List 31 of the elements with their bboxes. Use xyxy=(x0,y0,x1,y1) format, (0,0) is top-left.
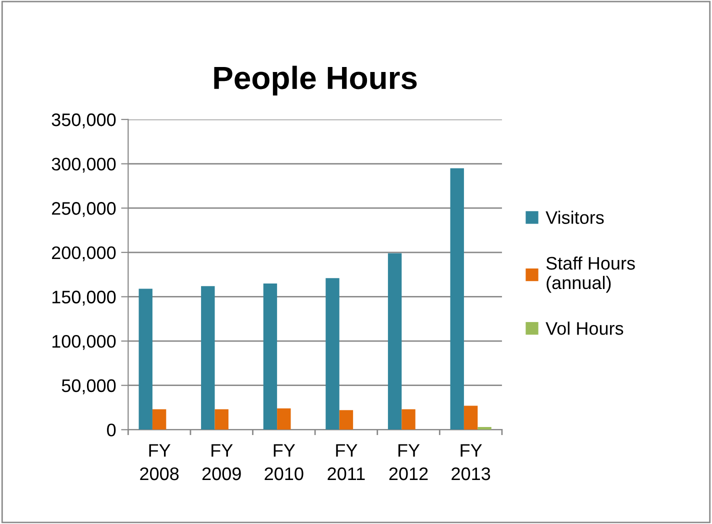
x-tick-label: FY 2009 xyxy=(202,444,241,480)
legend-label: Vol Hours xyxy=(546,322,624,335)
x-tick-label: FY 2010 xyxy=(264,444,304,480)
bar xyxy=(152,409,166,430)
y-tick-label: 150,000 xyxy=(52,290,116,306)
bar xyxy=(277,408,291,430)
x-tick-label: FY 2013 xyxy=(452,444,490,480)
y-tick-label: 100,000 xyxy=(52,334,116,350)
bar xyxy=(339,410,354,430)
bar xyxy=(326,278,340,430)
x-tick-label: FY 2012 xyxy=(389,444,428,480)
y-tick-label: 200,000 xyxy=(52,246,116,262)
bar xyxy=(402,409,416,430)
x-tick-label: FY 2011 xyxy=(328,444,365,480)
bar xyxy=(464,406,478,430)
bar xyxy=(263,283,278,430)
bar xyxy=(201,286,215,430)
legend-label: Visitors xyxy=(546,210,604,224)
y-tick-label: 50,000 xyxy=(62,379,116,394)
y-tick-label: 350,000 xyxy=(52,113,116,128)
bar xyxy=(388,253,402,430)
bar xyxy=(138,288,152,430)
y-tick-label: 300,000 xyxy=(52,158,116,173)
bar xyxy=(450,168,464,430)
y-tick-label: 250,000 xyxy=(52,202,116,217)
y-tick-label: 0 xyxy=(107,424,116,436)
chart-title: People Hours xyxy=(214,66,417,96)
bar xyxy=(214,409,228,430)
legend-label: Staff Hours (annual) xyxy=(546,256,635,293)
bar xyxy=(478,427,492,430)
x-tick-label: FY 2008 xyxy=(140,444,179,480)
